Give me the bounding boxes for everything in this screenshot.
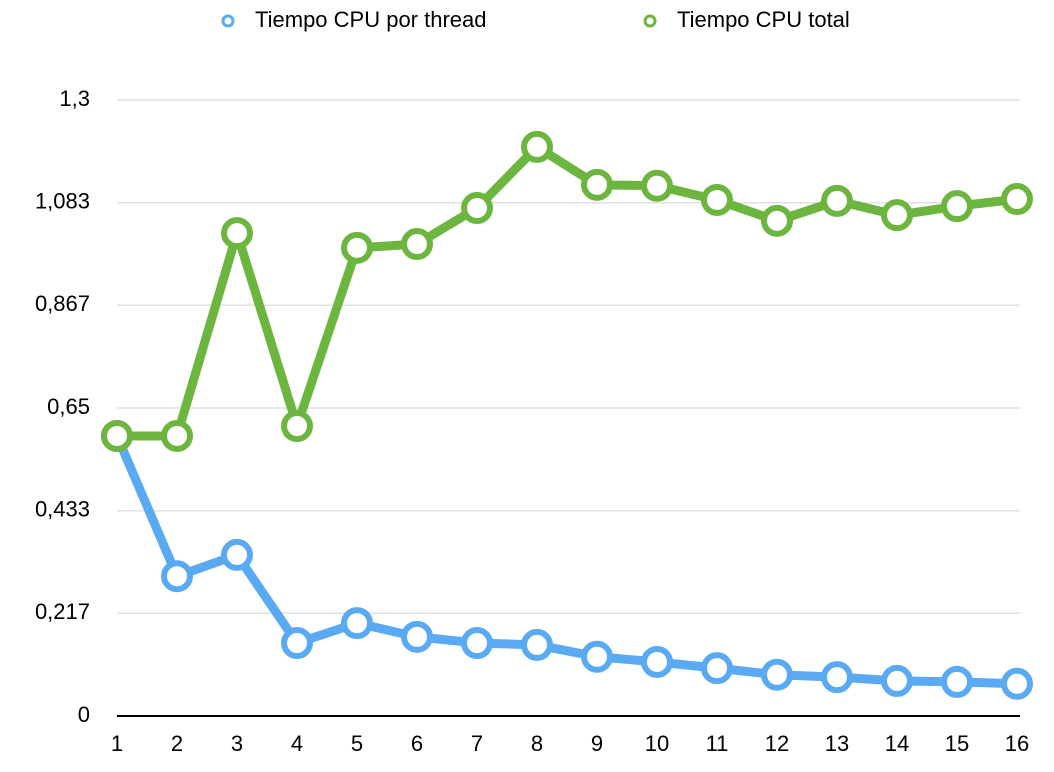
data-point [881,664,913,697]
x-tick-label: 4 [291,731,303,756]
data-point [461,627,493,660]
data-point [941,190,973,223]
data-point [101,419,133,452]
data-point [881,199,913,232]
x-tick-label: 8 [531,731,543,756]
data-point [941,665,973,698]
data-point [701,652,733,685]
y-tick-label: 1,3 [59,86,90,111]
x-tick-label: 10 [645,731,669,756]
x-tick-label: 9 [591,731,603,756]
y-tick-label: 0 [78,702,90,727]
series-line [112,434,1018,689]
data-point [641,169,673,202]
x-tick-label: 11 [706,731,729,756]
data-point [461,192,493,225]
data-point [821,661,853,694]
legend-label: Tiempo CPU por thread [255,7,487,32]
y-tick-label: 0,433 [35,497,90,522]
y-tick-label: 0,65 [47,394,90,419]
x-tick-label: 6 [411,731,423,756]
x-tick-label: 15 [945,731,969,756]
data-point [521,130,553,163]
data-point [581,168,613,201]
data-point [821,184,853,217]
data-point [401,228,433,261]
data-point [401,620,433,653]
data-point [281,410,313,443]
data-point [761,658,793,691]
x-tick-label: 14 [885,731,909,756]
data-point [641,645,673,678]
series-line [117,142,1018,441]
data-point [1001,667,1033,700]
x-tick-label: 13 [825,731,849,756]
x-tick-label: 3 [231,731,243,756]
data-point [701,183,733,216]
data-point [341,607,373,640]
y-tick-label: 0,217 [35,599,90,624]
data-point [221,538,253,571]
y-tick-label: 0,867 [35,291,90,316]
data-point [1001,183,1033,216]
x-tick-label: 2 [171,731,183,756]
x-tick-label: 12 [765,731,789,756]
data-point [341,231,373,264]
legend-marker [221,14,235,28]
legend-label: Tiempo CPU total [677,7,850,32]
x-tick-label: 16 [1005,731,1029,756]
data-point [161,560,193,593]
x-tick-label: 5 [351,731,363,756]
data-point [581,640,613,673]
y-tick-label: 1,083 [35,189,90,214]
data-point [761,204,793,237]
x-tick-label: 7 [471,731,483,756]
x-tick-label: 1 [111,731,123,756]
data-point [521,628,553,661]
data-point [221,217,253,250]
legend-marker [643,14,657,28]
data-point [281,627,313,660]
data-point [161,419,193,452]
